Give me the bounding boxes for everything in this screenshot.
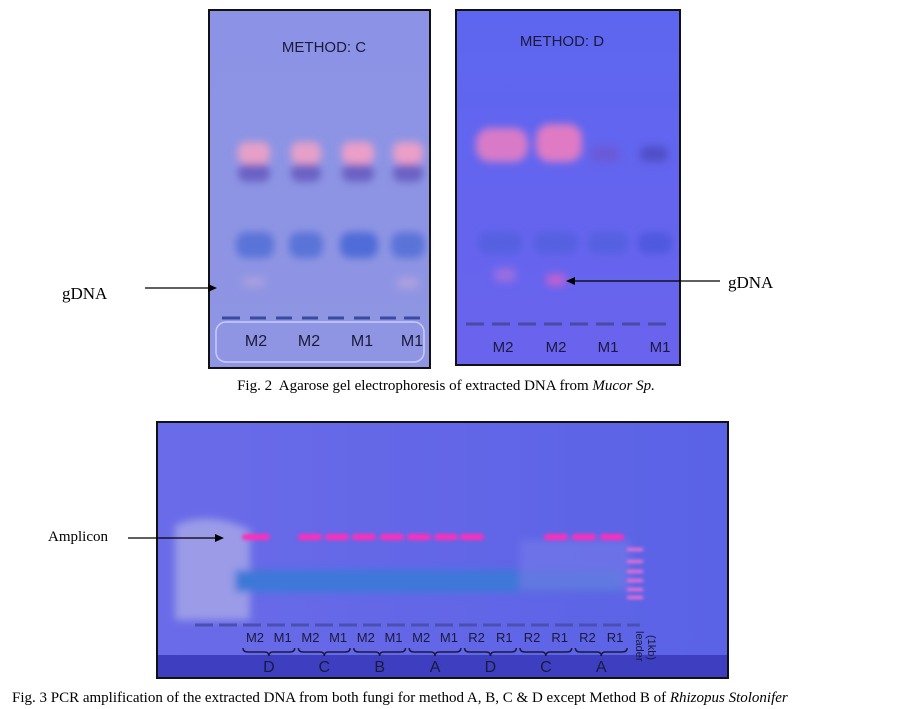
lane-label: R1 bbox=[496, 630, 513, 645]
gdna-label: gDNA bbox=[62, 284, 108, 303]
gel-d: METHOD: D M2 M2 M1 M1 bbox=[455, 9, 681, 366]
lane-label: M1 bbox=[351, 333, 373, 350]
group-label: C bbox=[318, 659, 330, 676]
group-label: B bbox=[374, 659, 385, 676]
bracket bbox=[408, 647, 462, 657]
caption-text: Fig. 3 PCR amplification of the extracte… bbox=[12, 690, 670, 706]
gel-frame bbox=[455, 9, 681, 366]
gel-pcr: M2 M1 M2 M1 M2 M1 M2 M1 R2 R1 R2 R1 R2 R1 D C B A D C A lead… bbox=[156, 421, 729, 679]
lane-label: M2 bbox=[357, 630, 375, 645]
group-label: A bbox=[430, 659, 441, 676]
caption-text: Fig. 2 Agarose gel electrophoresis of ex… bbox=[237, 378, 592, 394]
lane-label: M1 bbox=[329, 630, 347, 645]
group-label: C bbox=[540, 659, 552, 676]
lane-label: M1 bbox=[401, 333, 423, 350]
gel-c: METHOD: C M2 M2 M1 M1 bbox=[208, 9, 431, 369]
ladder-unit: (1kb) bbox=[645, 635, 657, 660]
lane-label: M1 bbox=[598, 339, 619, 356]
lane-label: R2 bbox=[579, 630, 596, 645]
lane-label: M1 bbox=[650, 339, 671, 356]
ladder-label: leader bbox=[633, 631, 645, 662]
lane-label: R1 bbox=[607, 630, 624, 645]
lane-label: M1 bbox=[440, 630, 458, 645]
bracket bbox=[297, 647, 351, 657]
group-label: A bbox=[596, 659, 607, 676]
gel-title: METHOD: D bbox=[520, 33, 604, 50]
amplicon-label: Amplicon bbox=[48, 529, 108, 545]
lane-label: M2 bbox=[301, 630, 319, 645]
caption-italic: Rhizopus Stolonifer bbox=[669, 690, 788, 706]
lane-label: M2 bbox=[246, 630, 264, 645]
gel-frame bbox=[208, 9, 431, 369]
group-label: D bbox=[263, 659, 275, 676]
caption-italic: Mucor Sp. bbox=[591, 378, 655, 394]
lane-label: M2 bbox=[546, 339, 567, 356]
group-label: D bbox=[485, 659, 497, 676]
lane-label: M2 bbox=[298, 333, 320, 350]
arrow-head bbox=[566, 277, 575, 285]
arrow-head bbox=[208, 284, 217, 292]
lane-label: M2 bbox=[412, 630, 430, 645]
bracket bbox=[574, 647, 628, 657]
lane-label: M1 bbox=[384, 630, 402, 645]
lane-label: M1 bbox=[274, 630, 292, 645]
figure-caption: Fig. 2 Agarose gel electrophoresis of ex… bbox=[237, 378, 655, 394]
figure-caption: Fig. 3 PCR amplification of the extracte… bbox=[12, 690, 788, 706]
bracket bbox=[519, 647, 573, 657]
bracket bbox=[242, 647, 296, 657]
lane-label: M2 bbox=[493, 339, 514, 356]
bracket bbox=[463, 647, 518, 657]
gdna-label: gDNA bbox=[728, 273, 774, 292]
lane-label: R2 bbox=[524, 630, 541, 645]
lane-label: M2 bbox=[245, 333, 267, 350]
bracket bbox=[353, 647, 407, 657]
lane-label: R1 bbox=[551, 630, 568, 645]
gel-title: METHOD: C bbox=[282, 39, 366, 56]
lane-label: R2 bbox=[468, 630, 485, 645]
arrow-head bbox=[215, 534, 224, 542]
